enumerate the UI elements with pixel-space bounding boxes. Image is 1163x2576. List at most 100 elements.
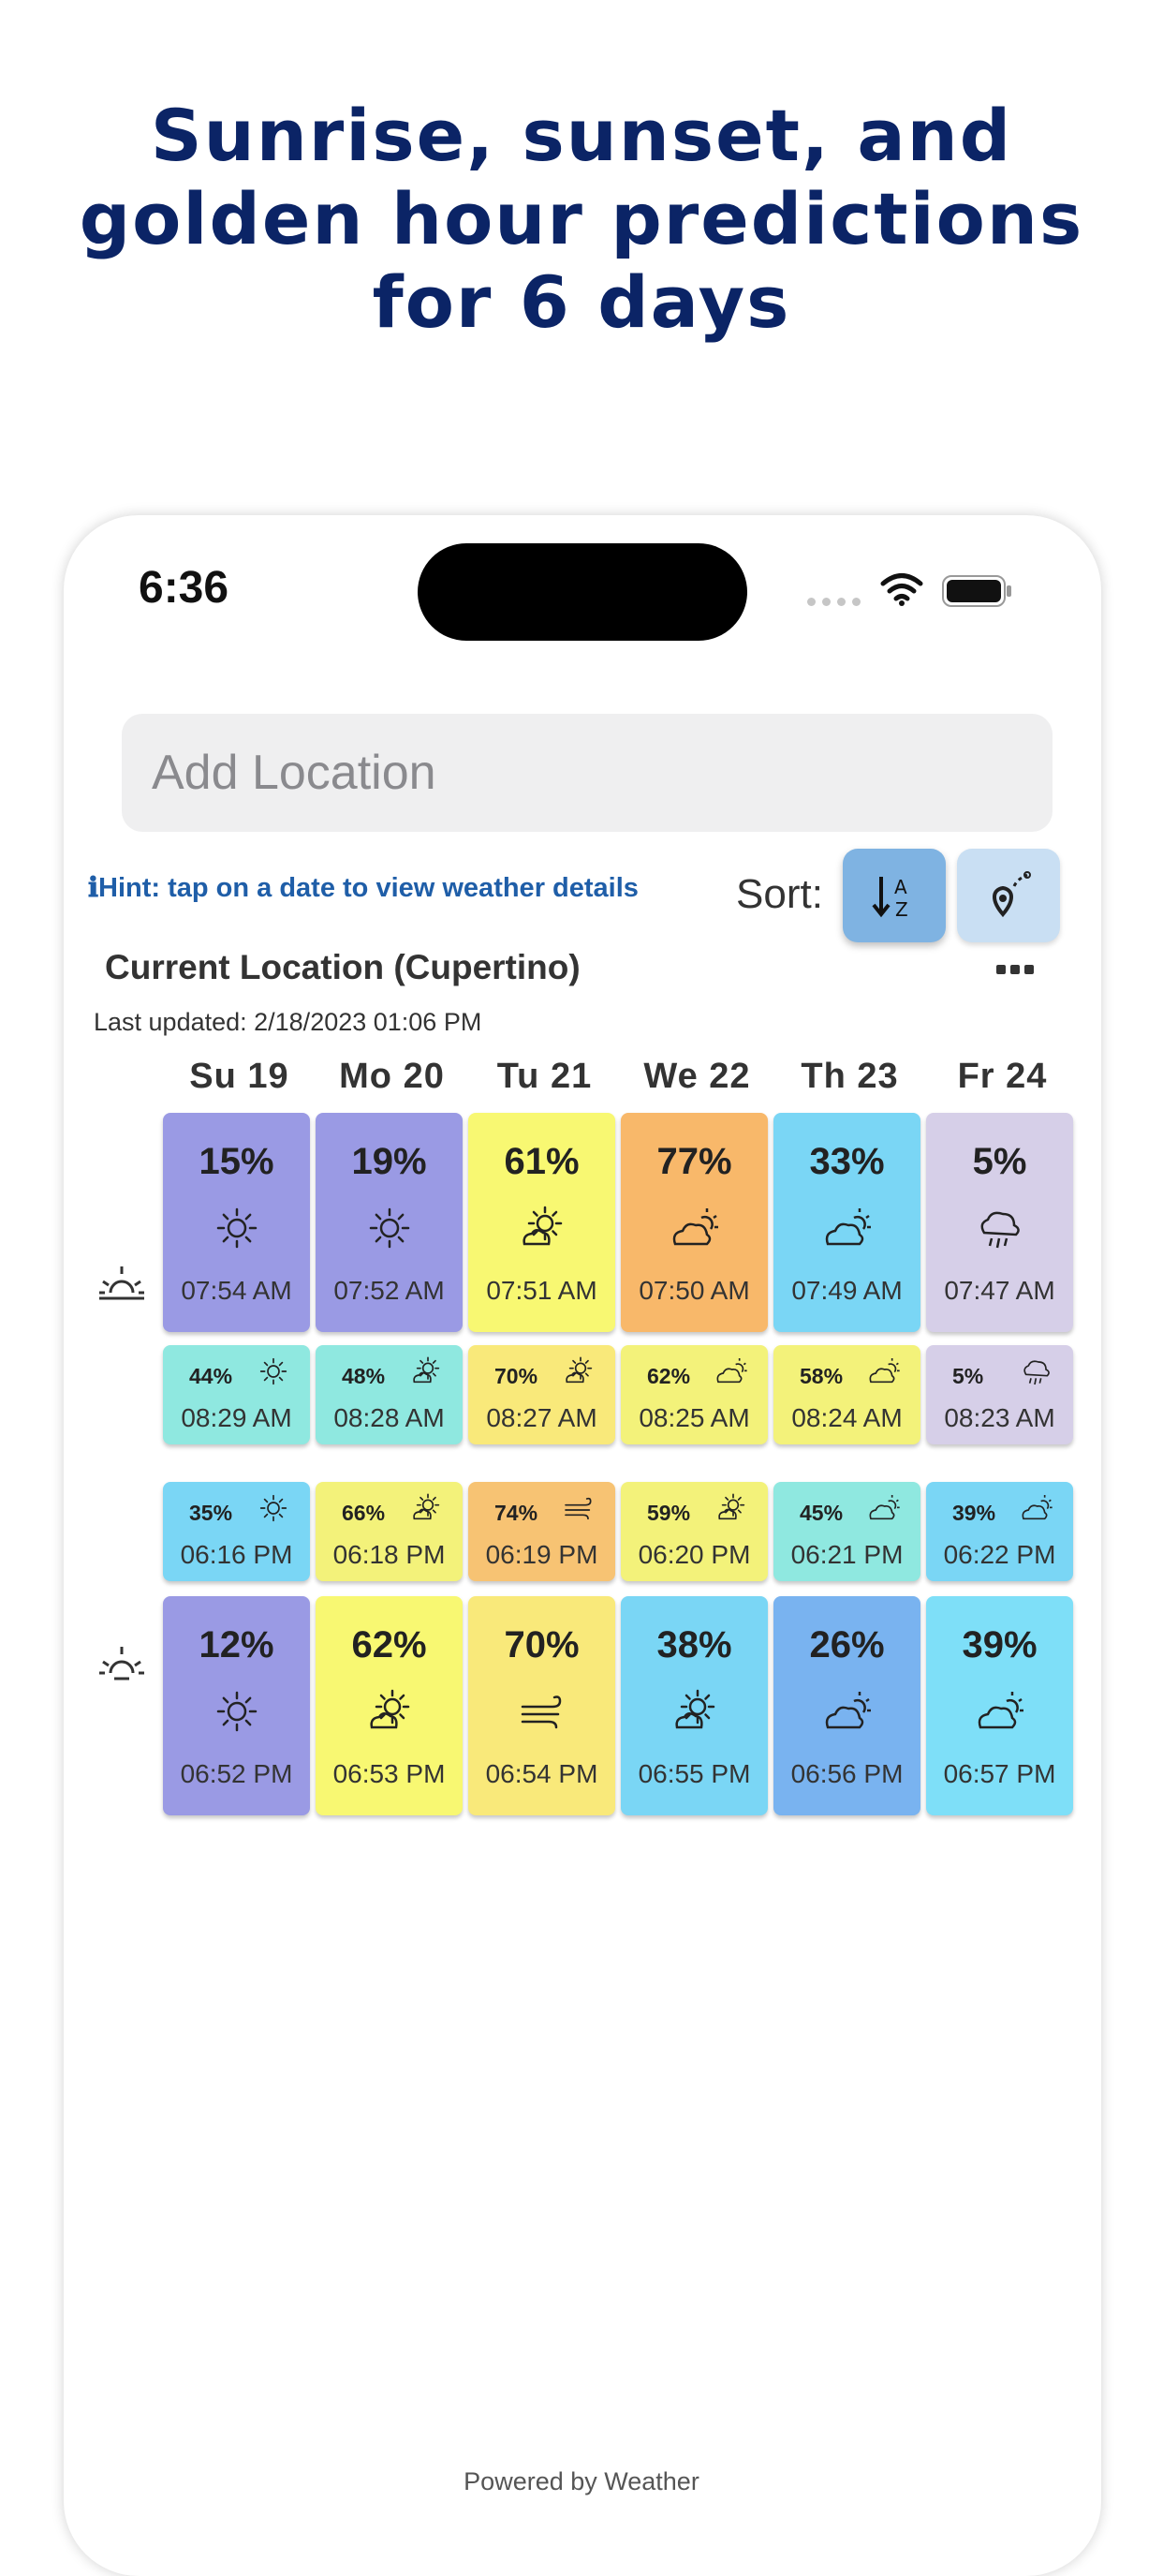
status-time: 6:36 [139,563,229,613]
probability-label: 5% [952,1364,984,1388]
last-updated: Last updated: 2/18/2023 01:06 PM [94,1008,482,1036]
headline-line-3: for 6 days [372,260,791,344]
battery-icon [942,575,1013,607]
time-label: 06:18 PM [332,1540,446,1569]
sunrise-cell[interactable]: 33% 07:49 AM [773,1113,920,1332]
time-label: 06:19 PM [485,1540,598,1569]
sun-icon [212,1686,262,1737]
time-label: 08:28 AM [333,1403,445,1432]
probability-label: 59% [647,1501,691,1525]
add-location-search[interactable] [122,714,1053,832]
golden-evening-cell[interactable]: 59% 06:20 PM [621,1482,768,1581]
time-label: 06:16 PM [180,1540,293,1569]
sunrise-cell[interactable]: 5% 07:47 AM [926,1113,1073,1332]
sort-alphabetical-button[interactable]: A Z [843,849,946,942]
probability-label: 62% [351,1624,427,1666]
cloudy-sun-icon [867,1355,901,1388]
wind-icon [562,1491,596,1525]
probability-label: 39% [952,1501,996,1525]
dynamic-island [418,543,747,641]
rain-icon [975,1203,1025,1253]
time-label: 07:50 AM [639,1276,750,1305]
location-title[interactable]: Current Location (Cupertino) [105,948,581,986]
probability-label: 74% [494,1501,538,1525]
golden-evening-cell[interactable]: 35% 06:16 PM [163,1482,310,1581]
cloudy-sun-icon [867,1491,901,1525]
sort-label: Sort: [736,871,823,917]
cloudy-sun-icon [822,1203,873,1253]
time-label: 06:55 PM [638,1759,751,1788]
golden-evening-cell[interactable]: 74% 06:19 PM [468,1482,615,1581]
sunset-cell[interactable]: 12% 06:52 PM [163,1596,310,1815]
time-label: 08:24 AM [791,1403,903,1432]
sunset-cell[interactable]: 26% 06:56 PM [773,1596,920,1815]
day-header[interactable]: Mo 20 [339,1057,445,1096]
headline: Sunrise, sunset, and golden hour predict… [0,94,1163,344]
probability-label: 62% [647,1364,691,1388]
probability-label: 19% [351,1141,427,1182]
sunrise-cell[interactable]: 19% 07:52 AM [316,1113,463,1332]
more-icon[interactable] [996,965,1034,974]
hint-text[interactable]: ℹHint: tap on a date to view weather det… [88,873,639,903]
sort-az-icon: A Z [872,876,908,921]
powered-by-weather[interactable]: Powered by Weather [0,2467,1163,2496]
golden-morning-cell[interactable]: 70% 08:27 AM [468,1345,615,1444]
time-label: 07:54 AM [181,1276,292,1305]
sunset-cell[interactable]: 39% 06:57 PM [926,1596,1073,1815]
partly-sunny-icon [517,1203,567,1253]
time-label: 06:21 PM [790,1540,904,1569]
sunset-cell[interactable]: 70% 06:54 PM [468,1596,615,1815]
cloudy-sun-icon [975,1686,1025,1737]
golden-evening-cell[interactable]: 39% 06:22 PM [926,1482,1073,1581]
day-header[interactable]: Su 19 [189,1057,289,1096]
time-label: 08:23 AM [944,1403,1055,1432]
time-label: 06:57 PM [943,1759,1056,1788]
probability-label: 58% [800,1364,844,1388]
svg-text:A: A [894,876,907,898]
probability-label: 48% [342,1364,386,1388]
rain-icon [1020,1355,1053,1388]
sort-location-button[interactable] [957,849,1060,942]
sunset-cell[interactable]: 38% 06:55 PM [621,1596,768,1815]
golden-hour-morning-row: 44% 08:29 AM 48% 08:28 AM 70% 08:27 AM 62% 08:2… [163,1345,1079,1444]
time-label: 06:20 PM [638,1540,751,1569]
day-header[interactable]: We 22 [643,1057,751,1096]
sunset-icon [96,1641,148,1688]
probability-label: 45% [800,1501,844,1525]
day-header[interactable]: Th 23 [801,1057,899,1096]
wind-icon [517,1686,567,1737]
add-location-input[interactable] [150,744,1053,802]
location-pin-icon [993,871,1031,918]
partly-sunny-icon [409,1491,443,1525]
golden-morning-cell[interactable]: 58% 08:24 AM [773,1345,920,1444]
cloudy-sun-icon [822,1686,873,1737]
probability-label: 38% [656,1624,732,1666]
sunset-cell[interactable]: 62% 06:53 PM [316,1596,463,1815]
time-label: 07:52 AM [333,1276,445,1305]
time-label: 06:56 PM [790,1759,904,1788]
time-label: 06:52 PM [180,1759,293,1788]
partly-sunny-icon [714,1491,748,1525]
time-label: 07:47 AM [944,1276,1055,1305]
golden-evening-cell[interactable]: 45% 06:21 PM [773,1482,920,1581]
probability-label: 26% [809,1624,885,1666]
sunrise-row: 15% 07:54 AM 19% 07:52 AM 61% 07:51 AM 77% 07:5… [163,1113,1079,1332]
sunrise-cell[interactable]: 61% 07:51 AM [468,1113,615,1332]
golden-morning-cell[interactable]: 48% 08:28 AM [316,1345,463,1444]
time-label: 08:25 AM [639,1403,750,1432]
golden-evening-cell[interactable]: 66% 06:18 PM [316,1482,463,1581]
sunrise-cell[interactable]: 15% 07:54 AM [163,1113,310,1332]
golden-morning-cell[interactable]: 44% 08:29 AM [163,1345,310,1444]
day-header[interactable]: Tu 21 [496,1057,593,1096]
probability-label: 15% [199,1141,274,1182]
golden-morning-cell[interactable]: 62% 08:25 AM [621,1345,768,1444]
partly-sunny-icon [409,1355,443,1388]
sunrise-cell[interactable]: 77% 07:50 AM [621,1113,768,1332]
time-label: 06:53 PM [332,1759,446,1788]
probability-label: 70% [504,1624,580,1666]
day-header[interactable]: Fr 24 [957,1057,1048,1096]
partly-sunny-icon [364,1686,415,1737]
golden-morning-cell[interactable]: 5% 08:23 AM [926,1345,1073,1444]
probability-label: 33% [809,1141,885,1182]
headline-line-2: golden hour predictions [79,177,1084,260]
